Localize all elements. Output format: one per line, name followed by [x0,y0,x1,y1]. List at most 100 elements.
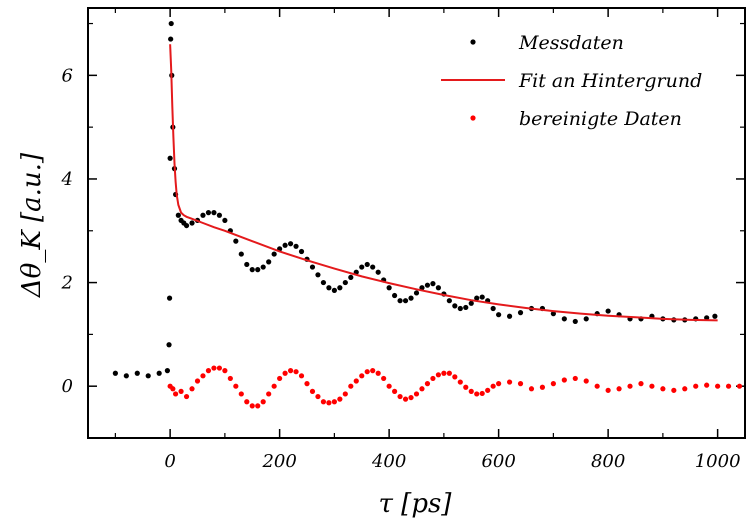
data-point [419,285,425,291]
data-point [583,316,589,322]
legend-label: bereinigte Daten [519,108,682,130]
data-point [408,394,414,401]
series-2 [167,365,743,409]
data-point [359,373,365,379]
fit-line [169,44,718,322]
data-point [392,388,398,394]
data-point [266,259,272,265]
data-point [205,210,212,216]
data-point [704,315,710,321]
x-tick-label: 200 [261,451,296,472]
data-point [424,381,431,387]
data-point [446,370,452,376]
data-point [413,391,420,397]
x-tick-label: 800 [591,451,625,472]
data-point [164,368,170,374]
data-point [331,287,337,293]
data-point [397,393,403,400]
data-point [479,390,485,397]
data-point [468,388,474,394]
data-point [359,264,365,270]
data-point [200,373,206,379]
data-point [616,386,622,392]
data-point [175,212,181,218]
data-point [282,242,288,248]
data-point [293,243,299,249]
data-point [266,391,272,397]
data-point [430,375,436,382]
data-point [452,374,458,380]
data-point [211,365,217,371]
series-1 [169,44,718,322]
data-point [342,391,348,397]
data-point [364,369,370,375]
x-tick-label: 400 [371,451,406,472]
data-point [167,155,173,161]
data-point [178,388,184,394]
data-point [413,290,420,296]
data-point [134,370,140,376]
data-point [249,267,255,273]
data-point [216,365,222,371]
data-point [189,386,195,392]
data-point [287,368,294,374]
data-point [337,396,343,402]
data-point [249,403,255,409]
data-point [222,217,228,224]
data-point [205,368,212,374]
data-point [424,282,431,288]
data-point [627,383,633,389]
data-point [233,238,239,244]
data-point [457,379,463,385]
data-point [485,387,491,393]
x-tick-label: 600 [481,451,515,472]
data-point [457,305,463,312]
data-point [594,383,600,389]
data-point [277,375,283,382]
tick-labels: 0 200 400 600 800 1000 0 2 4 6 [61,65,741,472]
y-tick-label: 6 [62,65,73,86]
data-point [386,383,392,389]
series-layer [112,20,743,409]
data-point [402,298,409,304]
data-point [671,387,677,393]
data-point [506,313,513,319]
data-point [370,264,376,270]
data-point [517,381,524,387]
y-tick-label: 0 [62,376,73,397]
legend-label: Fit an Hintergrund [518,70,702,92]
data-point [320,399,327,405]
data-point [736,383,743,389]
data-point [682,386,688,392]
data-point [441,370,447,376]
data-point [168,36,174,42]
data-point [168,20,174,27]
data-point [386,285,392,291]
data-point [255,403,261,409]
data-point [490,305,496,312]
legend-swatch-point [470,115,476,121]
data-point [550,381,556,387]
data-point [506,379,513,385]
data-point [320,279,327,286]
data-point [166,295,173,301]
data-point [293,369,299,375]
data-point [479,294,485,300]
series-0 [112,20,718,379]
legend-swatch-point [470,39,476,45]
data-point [605,308,611,314]
data-point [189,220,195,226]
data-point [227,375,233,382]
data-point [638,381,644,387]
data-point [704,382,710,388]
data-point [435,285,441,291]
data-point [572,375,578,382]
data-point [216,212,222,218]
data-point [271,383,277,389]
data-point [572,318,578,325]
x-axis-label: τ [ps] [379,489,453,519]
data-point [474,295,480,301]
data-point [490,383,496,389]
data-point [712,313,718,319]
